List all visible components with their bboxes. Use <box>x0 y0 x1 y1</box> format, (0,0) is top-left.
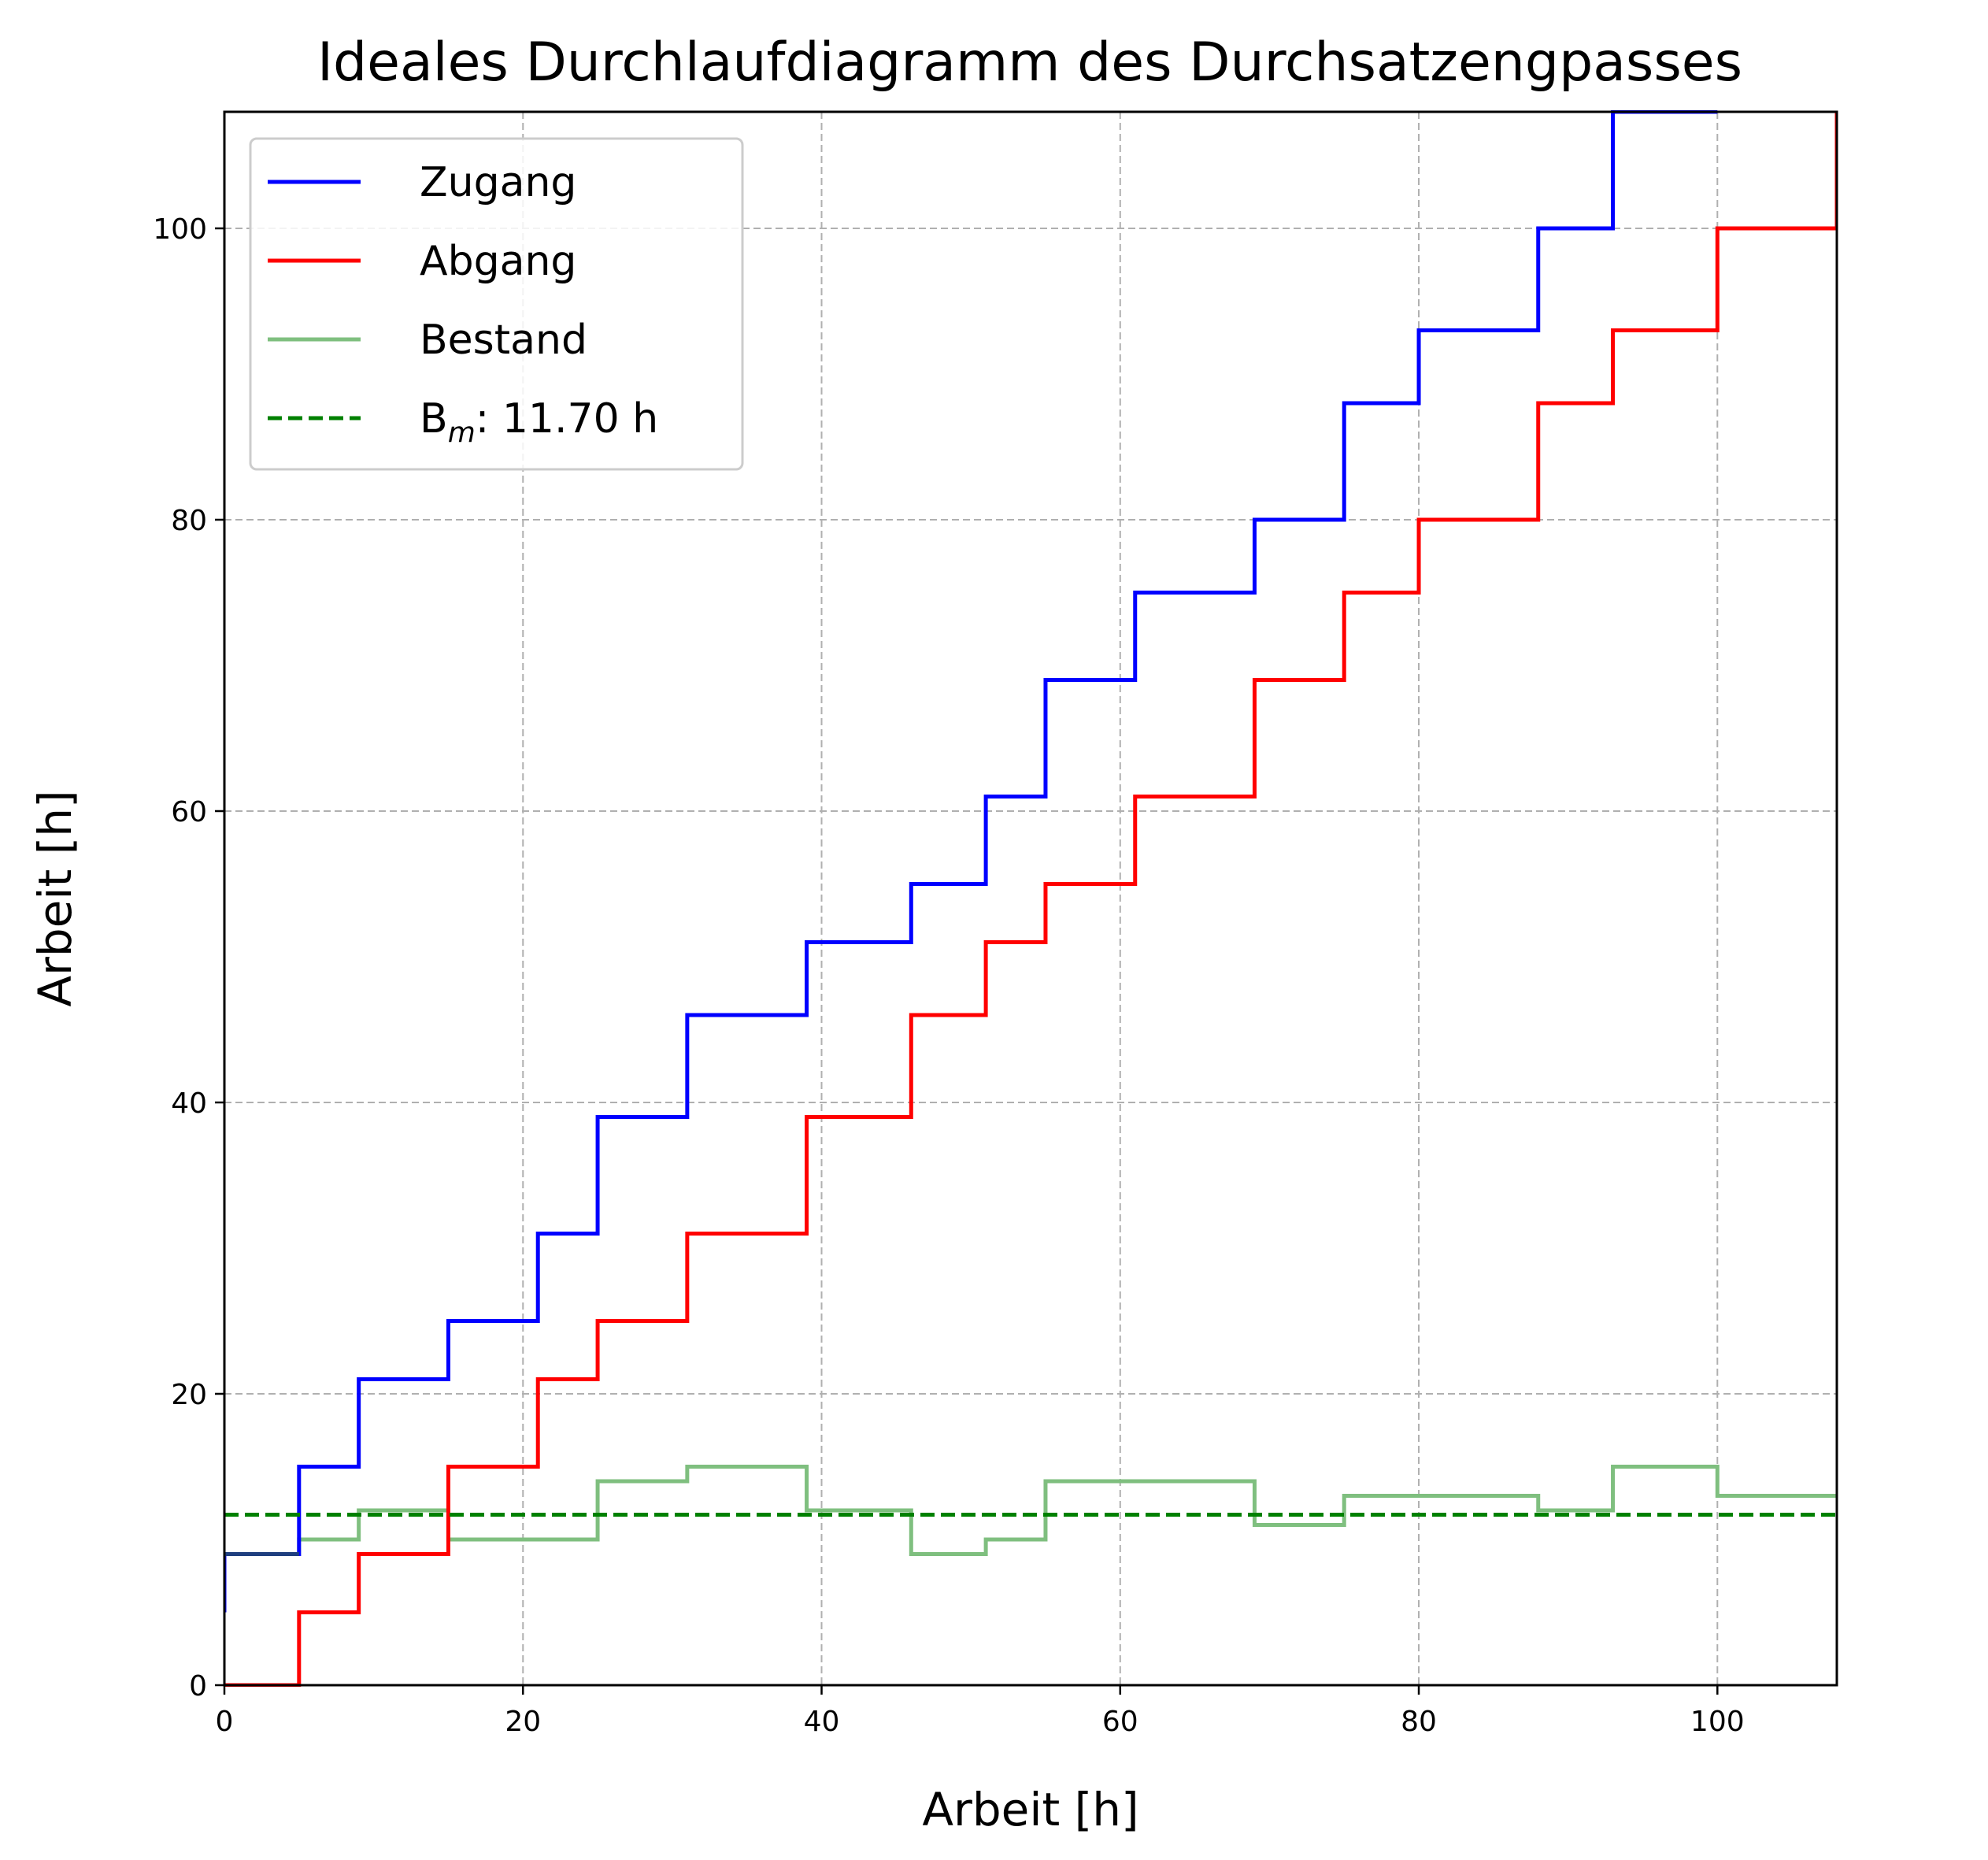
x-tick-label-4: 80 <box>1401 1706 1437 1738</box>
x-axis-label: Arbeit [h] <box>922 1783 1138 1836</box>
x-tick-label-2: 40 <box>804 1706 840 1738</box>
y-axis-label: Arbeit [h] <box>28 790 82 1006</box>
legend: Zugang Abgang Bestand Bm: 11.70 h <box>249 137 744 471</box>
plot-area <box>224 110 1837 1687</box>
y-tick-label-0: 0 <box>189 1670 207 1703</box>
x-tick-label-0: 0 <box>216 1706 234 1738</box>
legend-bm-base: B <box>420 395 448 443</box>
series-line-zugang <box>224 110 1718 1556</box>
ticks: 0 20 40 60 80 100 0 20 40 60 80 100 <box>153 213 1744 1738</box>
legend-bm-subscript: m <box>448 417 476 449</box>
plot-frame <box>223 110 1838 1687</box>
y-tick-label-4: 80 <box>171 505 207 537</box>
y-tick-label-2: 40 <box>171 1087 207 1120</box>
y-tick-label-5: 100 <box>153 213 207 246</box>
x-tick-label-3: 60 <box>1102 1706 1138 1738</box>
y-tick-label-1: 20 <box>171 1379 207 1411</box>
x-tick-label-1: 20 <box>505 1706 541 1738</box>
legend-label-2: Bestand <box>420 317 587 364</box>
legend-label-3: Bm: 11.70 h <box>420 395 658 449</box>
chart-title: Ideales Durchlaufdiagramm des Durchsatze… <box>317 31 1742 94</box>
legend-box <box>249 137 744 471</box>
legend-bm-suffix: : 11.70 h <box>476 395 658 443</box>
series-line-abgang <box>224 112 1837 1687</box>
legend-label-0: Zugang <box>420 159 576 206</box>
legend-label-1: Abgang <box>420 238 576 285</box>
y-tick-label-3: 60 <box>171 796 207 828</box>
x-tick-label-5: 100 <box>1690 1706 1745 1738</box>
